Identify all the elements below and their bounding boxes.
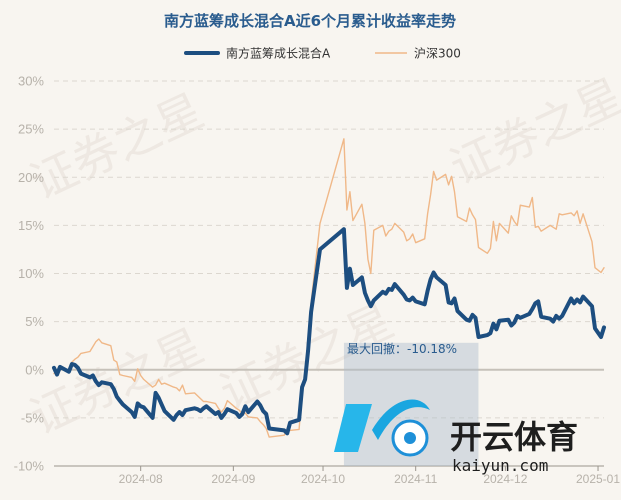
- legend-label-fund: 南方蓝筹成长混合A: [226, 46, 331, 61]
- axes: -10% -5% 0% 5% 10% 15% 20% 25% 30% 2024-08 2024-09…: [14, 74, 621, 487]
- y-tick-label: 25%: [18, 122, 44, 137]
- drawdown-annotation: 最大回撤：-10.18%: [347, 341, 457, 356]
- x-tick-label: 2024-09: [211, 472, 255, 486]
- series-line-index: [53, 138, 605, 438]
- y-tick-label: 0%: [25, 362, 44, 377]
- x-tick-label: 2024-12: [483, 472, 527, 486]
- x-tick-label: 2025-01: [576, 472, 620, 486]
- logo-ball-patch-icon: [404, 432, 416, 444]
- brand-logo: 开云体育 kaiyun.com: [334, 399, 578, 475]
- y-tick-label: 10%: [18, 266, 44, 281]
- logo-k-mark: [334, 404, 372, 452]
- y-tick-label: -5%: [21, 410, 45, 425]
- y-tick-label: 15%: [18, 218, 44, 233]
- y-tick-label: -10%: [14, 459, 45, 474]
- watermark-text-1: 证券之星: [22, 83, 212, 210]
- chart-title: 南方蓝筹成长混合A近6个月累计收益率走势: [164, 12, 456, 30]
- logo-brand-text: 开云体育: [450, 418, 578, 456]
- y-tick-label: 20%: [18, 170, 44, 185]
- x-tick-label: 2024-08: [119, 472, 163, 486]
- watermark-text-2: 证券之星: [442, 68, 621, 195]
- watermark-text-3: 证券之星: [22, 318, 212, 445]
- series-line-fund: [52, 227, 606, 436]
- series-layer: [52, 138, 606, 438]
- legend-label-index: 沪深300: [414, 47, 461, 61]
- legend: 南方蓝筹成长混合A 沪深300: [184, 46, 461, 61]
- logo-k-swoosh: [372, 399, 430, 440]
- logo-domain-text: kaiyun.com: [452, 456, 548, 475]
- x-tick-label: 2024-10: [301, 472, 345, 486]
- y-tick-label: 30%: [18, 74, 44, 89]
- y-tick-label: 5%: [25, 314, 44, 329]
- x-tick-label: 2024-11: [394, 472, 437, 486]
